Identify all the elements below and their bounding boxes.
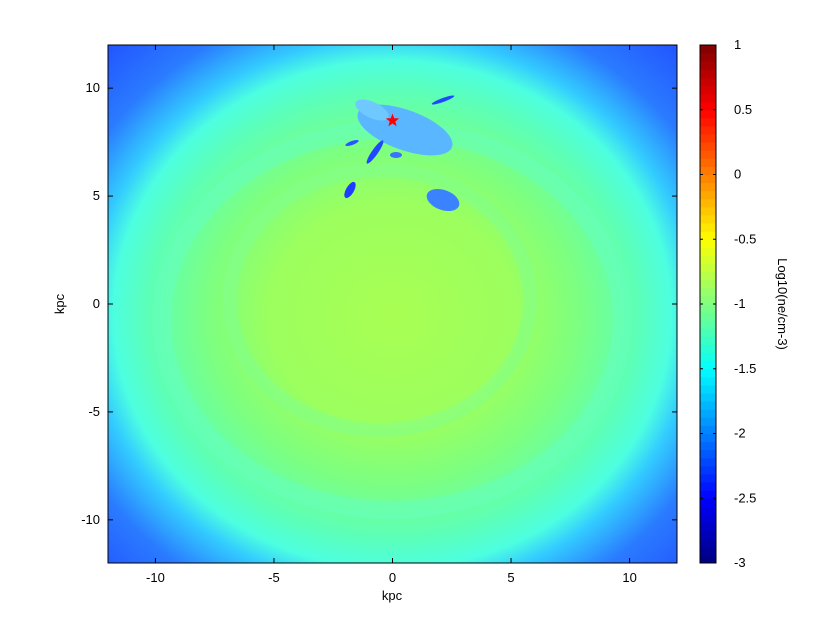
colorbar-step	[700, 190, 716, 200]
colorbar-step	[700, 93, 716, 103]
colorbar-step	[700, 85, 716, 95]
colorbar-step	[700, 441, 716, 451]
colorbar-step	[700, 368, 716, 378]
colorbar-step	[700, 409, 716, 418]
colorbar-step	[700, 53, 716, 62]
colorbar-step	[700, 384, 716, 394]
colorbar-step	[700, 360, 716, 370]
colorbar-step	[700, 263, 716, 273]
colorbar-tick-label: 0	[734, 167, 741, 182]
y-tick-label: 0	[93, 296, 100, 311]
colorbar-step	[700, 45, 716, 54]
y-axis-label: kpc	[52, 293, 67, 314]
colorbar-step	[700, 304, 716, 313]
colorbar-step	[700, 69, 716, 78]
colorbar-tick-label: 1	[734, 37, 741, 52]
colorbar-step	[700, 393, 716, 402]
colorbar-step	[700, 336, 716, 345]
x-tick-label: 0	[389, 570, 396, 585]
x-tick-label: -5	[268, 570, 280, 585]
colorbar-step	[700, 158, 716, 167]
colorbar-step	[700, 530, 716, 540]
colorbar-step	[700, 522, 716, 532]
colorbar-tick-label: -1.5	[734, 361, 756, 376]
colorbar-step	[700, 490, 716, 499]
colorbar-step	[700, 546, 716, 556]
colorbar-step	[700, 206, 716, 216]
colorbar-step	[700, 142, 716, 151]
colorbar-step	[700, 77, 716, 86]
colorbar-step	[700, 514, 716, 524]
colorbar-tick-label: -1	[734, 296, 746, 311]
colorbar-step	[700, 231, 716, 240]
x-tick-label: 5	[507, 570, 514, 585]
colorbar-step	[700, 417, 716, 426]
colorbar-step	[700, 352, 716, 362]
colorbar-step	[700, 255, 716, 265]
colorbar-step	[700, 117, 716, 127]
colorbar-step	[700, 506, 716, 515]
colorbar-step	[700, 554, 716, 564]
colorbar-step	[700, 182, 716, 192]
colorbar-tick-label: -2	[734, 426, 746, 441]
colorbar-step	[700, 61, 716, 70]
y-tick-label: 10	[86, 80, 100, 95]
colorbar-step	[700, 295, 716, 305]
x-tick-label: 10	[622, 570, 636, 585]
colorbar-tick-label: 0.5	[734, 102, 752, 117]
colorbar-step	[700, 328, 716, 337]
colorbar-step	[700, 425, 716, 434]
colorbar-step	[700, 134, 716, 143]
colorbar-step	[700, 449, 716, 459]
colorbar-step	[700, 433, 716, 443]
colorbar-step	[700, 214, 716, 224]
colorbar-step	[700, 344, 716, 354]
y-tick-label: 5	[93, 188, 100, 203]
colorbar-step	[700, 271, 716, 281]
colorbar-step	[700, 247, 716, 256]
y-tick-label: -5	[88, 404, 100, 419]
colorbar-step	[700, 239, 716, 248]
x-axis-label: kpc	[382, 588, 403, 603]
colorbar-step	[700, 457, 716, 467]
colorbar-step	[700, 401, 716, 410]
colorbar-step	[700, 473, 716, 483]
colorbar-step	[700, 287, 716, 297]
colorbar-tick-label: -3	[734, 555, 746, 570]
colorbar-step	[700, 538, 716, 548]
colorbar-step	[700, 198, 716, 208]
y-tick-label: -10	[81, 512, 100, 527]
x-tick-label: -10	[146, 570, 165, 585]
density-map	[108, 45, 677, 563]
colorbar-label: Log10(ne/cm-3)	[775, 258, 790, 350]
colorbar-step	[700, 376, 716, 386]
marker-star	[385, 113, 400, 127]
colorbar-tick-label: -0.5	[734, 231, 756, 246]
colorbar-tick-label: -2.5	[734, 490, 756, 505]
colorbar-step	[700, 320, 716, 329]
colorbar-step	[700, 223, 716, 232]
colorbar-step	[700, 498, 716, 507]
colorbar-step	[700, 150, 716, 159]
colorbar-step	[700, 465, 716, 475]
colorbar-step	[700, 109, 716, 119]
colorbar-step	[700, 166, 716, 175]
colorbar-step	[700, 312, 716, 321]
colorbar-step	[700, 125, 716, 135]
colorbar-step	[700, 101, 716, 111]
colorbar-step	[700, 482, 716, 491]
colorbar-step	[700, 174, 716, 184]
colorbar-step	[700, 279, 716, 289]
